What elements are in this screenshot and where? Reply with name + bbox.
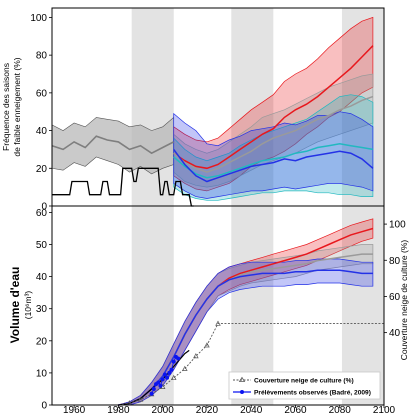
bottom-ytick-label-30: 30	[36, 304, 48, 315]
top-ylabel-line2: de faible enneigement (%)	[12, 57, 22, 156]
bottom-ytick-label-20: 20	[36, 336, 48, 347]
legend-coverage-marker	[238, 376, 246, 382]
bottom-ylabel: Volume d'eau	[8, 267, 22, 344]
top-line-red	[173, 45, 374, 170]
legend-box	[228, 371, 381, 400]
top-ytick-label-60: 60	[36, 88, 48, 99]
top-ylabel-line1: Fréquence des saisons	[1, 63, 11, 151]
bottom-observed-point	[176, 356, 181, 361]
bottom-xtick-label-1980: 1980	[107, 405, 130, 414]
top-ytick-label-20: 20	[36, 164, 48, 175]
bottom-coverage-marker	[137, 396, 144, 402]
bottom-xtick-label-2080: 2080	[329, 405, 352, 414]
legend-coverage-label: Couverture neige de culture (%)	[254, 378, 354, 385]
top-line-cyan	[173, 143, 374, 179]
bottom-observed-point	[162, 372, 167, 377]
bottom-right-ylabel: Couverture neige de culture (%)	[399, 240, 409, 361]
top-line-observed	[52, 167, 194, 207]
bottom-observed-point	[167, 370, 172, 375]
bottom-observed-points	[126, 320, 221, 406]
top-ytick-label-80: 80	[36, 51, 48, 62]
bottom-plot-frame	[51, 205, 385, 406]
top-band-blue	[173, 111, 374, 199]
bottom-coverage-marker	[182, 365, 188, 371]
top-ytick-label-100: 100	[30, 13, 47, 24]
bottom-coverage-marker	[170, 374, 177, 380]
bottom-ytick-label-60: 60	[36, 208, 48, 219]
bottom-xtick-label-2020: 2020	[196, 405, 219, 414]
bottom-band-blue	[118, 258, 374, 406]
bottom-observed-point	[149, 391, 154, 396]
top-shaded-period-2	[231, 8, 274, 206]
top-ytick-label-0: 0	[41, 202, 47, 213]
top-ytick-label-40: 40	[36, 126, 48, 137]
bottom-ytick-label-10: 10	[36, 368, 48, 379]
bottom-observed-point	[171, 359, 176, 364]
top-line-blue	[173, 148, 374, 183]
legend-observed-label: Prélèvements observés (Badré, 2009)	[254, 390, 371, 397]
top-shaded-period-1	[131, 8, 174, 206]
top-y-ticks: 0 20 40 60 80 100	[30, 13, 52, 213]
bottom-coverage-marker	[215, 320, 221, 326]
bottom-line-blue	[118, 269, 373, 406]
bottom-coverage-marker	[204, 342, 210, 348]
bottom-xtick-label-1960: 1960	[63, 405, 86, 414]
legend-observed-marker	[240, 390, 244, 394]
bottom-observed-point	[158, 383, 163, 388]
bottom-observed-point	[169, 367, 174, 372]
top-line-gray	[173, 95, 374, 173]
top-line-historical	[51, 135, 175, 155]
bottom-right-ytick-label-80: 80	[389, 256, 401, 267]
bottom-right-ytick-label-40: 40	[389, 328, 401, 339]
legend: Couverture neige de culture (%) Prélèvem…	[228, 371, 381, 400]
bottom-right-ytick-label-60: 60	[389, 292, 401, 303]
top-shaded-periods	[131, 8, 384, 206]
bottom-observed-point	[156, 380, 161, 385]
bottom-xtick-label-2040: 2040	[240, 405, 263, 414]
bottom-observed-point	[151, 386, 156, 391]
bottom-observed-point	[160, 377, 165, 382]
top-series-lines	[51, 45, 374, 207]
bottom-shaded-period-1	[131, 206, 174, 405]
top-uncertainty-bands	[51, 16, 374, 201]
bottom-y-ticks: 0 10 20 30 40 50 60	[36, 208, 52, 412]
bottom-coverage-marker	[193, 353, 199, 359]
bottom-ytick-label-50: 50	[36, 240, 48, 251]
bottom-ytick-label-40: 40	[36, 272, 48, 283]
bottom-right-y-ticks: 40 60 80 100	[384, 220, 406, 339]
bottom-x-ticks: 1960 1980 2000 2020 2040 2060 2080 2100	[63, 405, 396, 414]
bottom-xtick-label-2060: 2060	[284, 405, 307, 414]
bottom-ytick-label-0: 0	[41, 401, 47, 412]
bottom-uncertainty-bands	[118, 218, 374, 406]
bottom-ylabel-unit: (10⁶m³)	[23, 291, 33, 320]
bottom-line-coverage	[52, 323, 384, 406]
bottom-xtick-label-2000: 2000	[152, 405, 175, 414]
bottom-series-lines	[52, 227, 384, 406]
bottom-right-ytick-label-100: 100	[389, 220, 406, 231]
bottom-observed-point	[165, 375, 170, 380]
bottom-xtick-label-2100: 2100	[373, 405, 396, 414]
